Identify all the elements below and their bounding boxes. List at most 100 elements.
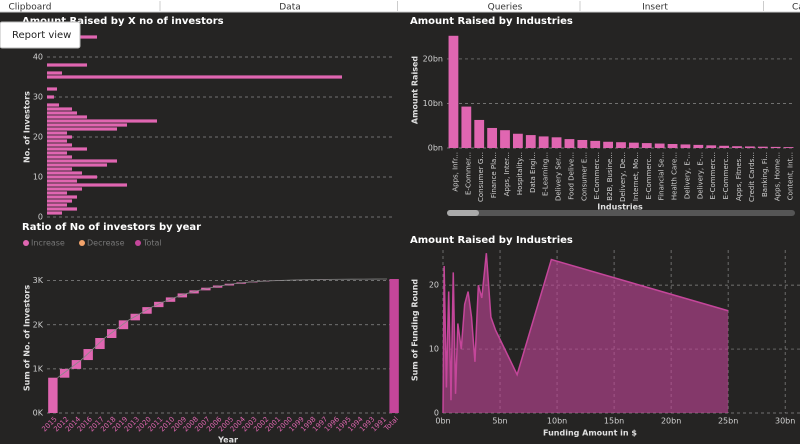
y-axis-label: Amount Raised <box>411 56 420 125</box>
waterfall-bar <box>71 360 82 369</box>
x-tick-label: Credit Cards... <box>748 152 756 202</box>
bar <box>732 146 742 148</box>
ribbon-group[interactable]: Queries <box>488 3 523 13</box>
bar <box>47 75 342 79</box>
y-tick-label: 2K <box>33 320 44 329</box>
legend-swatch <box>79 240 85 246</box>
ribbon-groups: Clipboard Data Queries Insert Calculations <box>9 3 800 13</box>
bar <box>448 35 459 148</box>
x-tick-label: Food Delive... <box>567 152 575 200</box>
x-tick-label: E-Commer... <box>464 152 472 195</box>
x-tick-label: 0bn <box>435 417 450 426</box>
bar <box>47 183 127 187</box>
x-tick-label: 5bn <box>492 417 507 426</box>
scrollbar-thumb[interactable] <box>447 210 479 216</box>
bar <box>577 139 588 148</box>
x-tick-label: Health Care... <box>671 152 679 200</box>
bar <box>47 195 77 199</box>
bar <box>47 191 67 195</box>
legend-label: Increase <box>31 239 65 248</box>
waterfall-bar <box>83 349 93 361</box>
chart-title: Amount Raised by Industries <box>410 235 573 246</box>
y-tick-label: 40 <box>33 53 43 62</box>
x-tick-label: Delivery, E-... <box>696 152 704 199</box>
x-tick-label: 10bn <box>547 417 567 426</box>
x-axis-label: Funding Amount in $ <box>543 429 637 438</box>
y-tick-label: 20bn <box>423 54 443 63</box>
x-tick-label: Delivery, E-... <box>683 152 691 199</box>
chart-title: Ratio of No of investors by year <box>22 222 201 233</box>
x-tick-label: Data Engi... <box>529 152 537 193</box>
x-tick-label: E-Commerc... <box>645 152 653 199</box>
bar <box>512 133 523 148</box>
x-tick-label: Delivery Ser... <box>555 152 563 201</box>
ribbon-group[interactable]: Calculations <box>792 3 800 13</box>
x-tick-label: E-Commerc... <box>722 152 730 199</box>
bar <box>47 107 72 111</box>
ribbon-group[interactable]: Clipboard <box>9 3 52 13</box>
bar <box>47 187 82 191</box>
bar <box>47 119 157 123</box>
scrollbar-track[interactable] <box>447 210 795 216</box>
bar <box>525 135 536 148</box>
ribbon-group[interactable]: Insert <box>642 3 668 13</box>
legend-label: Total <box>142 239 162 248</box>
bar <box>47 199 72 203</box>
waterfall-bar <box>118 320 129 330</box>
bar <box>461 106 472 148</box>
y-tick-label: 30 <box>33 93 43 102</box>
bar <box>47 103 59 107</box>
x-tick-label: Apps, Inter... <box>503 152 511 196</box>
tooltip-text: Report view <box>12 30 71 41</box>
x-tick-label: 25bn <box>718 417 738 426</box>
x-tick-label: Content, Int... <box>787 152 795 200</box>
y-tick-label: 0 <box>434 409 439 418</box>
bar <box>667 143 678 148</box>
bar <box>47 147 87 151</box>
bar <box>47 203 67 207</box>
bar <box>47 175 97 179</box>
chart-title: Amount Raised by Industries <box>410 16 573 27</box>
bar <box>47 211 62 215</box>
area-line <box>442 253 729 414</box>
y-tick-label: 20 <box>33 133 43 142</box>
bar <box>564 139 575 148</box>
x-tick-label: Apps, Fitnes... <box>735 152 743 201</box>
bar <box>628 142 639 148</box>
bar <box>47 207 77 211</box>
ribbon-group[interactable]: Data <box>279 3 301 13</box>
bar <box>654 143 665 148</box>
y-axis-label: No. of Investors <box>23 91 32 163</box>
y-axis-label: Sum of Funding Round <box>411 279 420 382</box>
bar <box>706 145 717 148</box>
waterfall-bar <box>154 301 164 308</box>
bar <box>47 151 67 155</box>
bar <box>47 131 67 135</box>
x-tick-label: 20bn <box>661 417 681 426</box>
connector <box>57 278 388 379</box>
bar <box>47 127 117 131</box>
bar <box>783 147 794 148</box>
y-tick-label: 20 <box>429 281 439 290</box>
bar <box>693 144 704 148</box>
bar <box>590 140 601 148</box>
bar <box>47 163 107 167</box>
y-tick-label: 0bn <box>428 144 443 153</box>
x-tick-label: E-Commerc... <box>709 152 717 199</box>
bar <box>47 171 82 175</box>
y-tick-label: 1K <box>33 364 44 373</box>
y-tick-label: 3K <box>33 276 44 285</box>
waterfall-bar <box>142 307 152 314</box>
x-tick-label: Consumer G... <box>477 152 485 202</box>
x-tick-label: Finance Pla... <box>490 152 498 198</box>
legend-swatch <box>135 240 141 246</box>
total-bar <box>389 279 399 413</box>
y-axis-label: Sum of No. of Investors <box>23 285 32 391</box>
ribbon <box>0 0 800 12</box>
x-tick-label: B2B, Busine... <box>606 152 614 201</box>
x-tick-label: Consumer E... <box>580 152 588 201</box>
x-tick-label: E-Learning... <box>542 152 550 196</box>
bar <box>757 146 768 148</box>
bar <box>770 146 781 148</box>
